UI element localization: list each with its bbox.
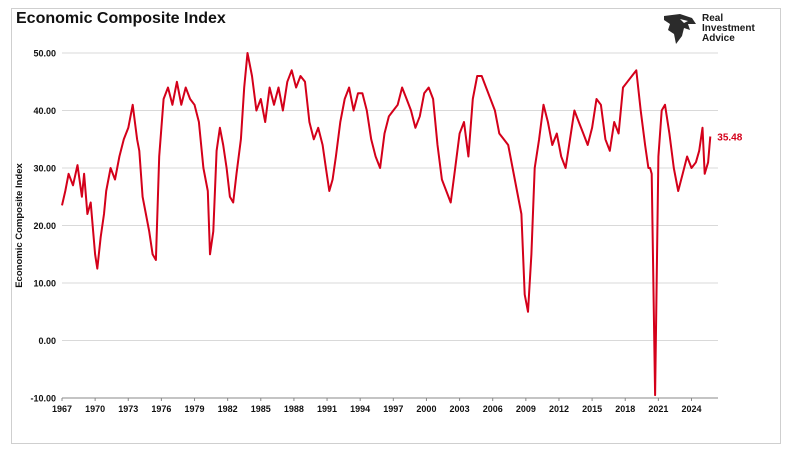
x-tick-label: 1985: [251, 404, 271, 414]
x-tick-label: 1997: [383, 404, 403, 414]
x-tick-label: 2009: [516, 404, 536, 414]
series-line: [61, 52, 712, 397]
logo-text: Real Investment Advice: [702, 14, 755, 44]
x-tick-label: 2006: [483, 404, 503, 414]
chart-title: Economic Composite Index: [16, 10, 226, 27]
x-tick-label: 1979: [185, 404, 205, 414]
x-tick-label: 1970: [85, 404, 105, 414]
grid-lines: [62, 52, 718, 341]
y-tick-label: 30.00: [33, 164, 56, 174]
eagle-logo-icon: [664, 14, 696, 44]
x-tick-label: 2012: [549, 404, 569, 414]
last-value-label: 35.48: [717, 132, 742, 143]
x-tick-label: 2003: [450, 404, 470, 414]
x-tick-label: 2000: [416, 404, 436, 414]
logo-line-1: Real: [702, 13, 724, 24]
x-tick-label: 1967: [52, 404, 72, 414]
x-tick-label: 2021: [648, 404, 668, 414]
y-tick-label: 40.00: [33, 106, 56, 116]
y-tick-label: 50.00: [33, 49, 56, 59]
y-tick-labels: -10.00 0.00 10.00 20.00 30.00 40.00 50.00: [30, 49, 56, 404]
logo: Real Investment Advice: [660, 12, 770, 48]
logo-line-3: Advice: [702, 33, 735, 44]
x-tick-labels: 1967 1970 1973 1976 1979 1982 1985 1988 1991 1994…: [52, 398, 702, 414]
y-tick-label: 0.00: [38, 336, 56, 346]
x-tick-label: 1976: [151, 404, 171, 414]
x-tick-label: 1973: [118, 404, 138, 414]
y-axis-label: Economic Composite Index: [14, 162, 25, 287]
logo-line-2: Investment: [702, 23, 755, 34]
x-tick-label: 2015: [582, 404, 602, 414]
y-tick-label: -10.00: [30, 394, 56, 404]
y-tick-label: 10.00: [33, 279, 56, 289]
x-tick-label: 2018: [615, 404, 635, 414]
x-tick-label: 2024: [681, 404, 701, 414]
x-tick-label: 1988: [284, 404, 304, 414]
x-tick-label: 1982: [218, 404, 238, 414]
x-tick-label: 1994: [350, 404, 370, 414]
y-tick-label: 20.00: [33, 221, 56, 231]
x-tick-label: 1991: [317, 404, 337, 414]
